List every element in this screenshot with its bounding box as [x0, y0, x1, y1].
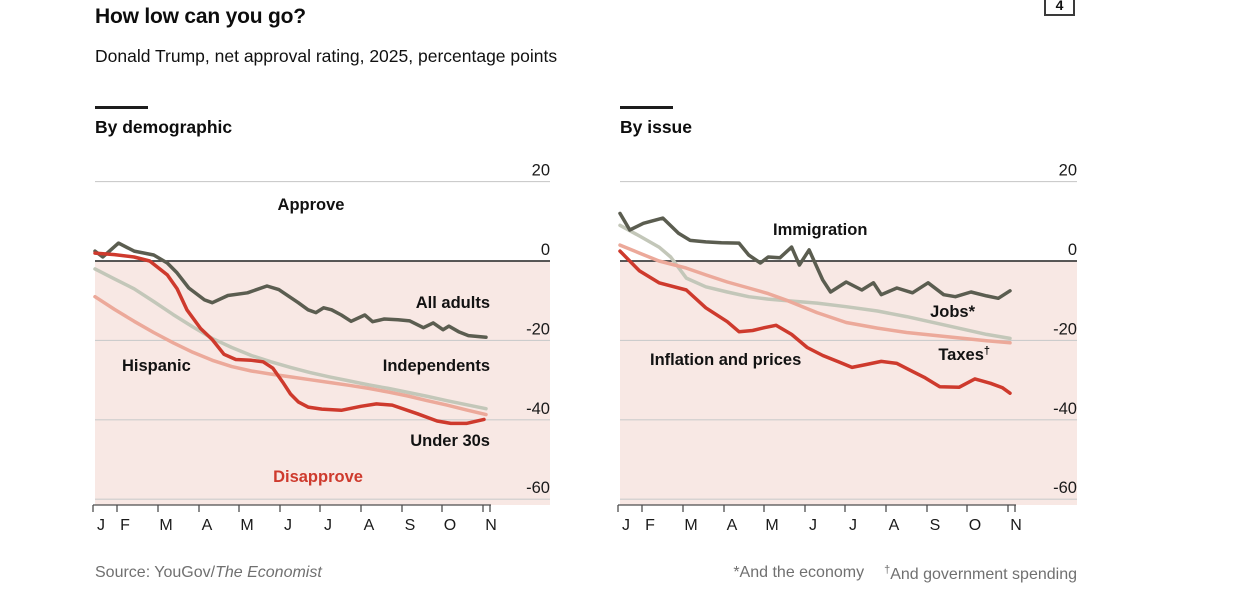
annotation-disapprove: Disapprove	[273, 468, 363, 486]
y-tick-label: -60	[526, 479, 550, 497]
annotation-approve: Approve	[277, 196, 345, 214]
month-label: A	[364, 517, 375, 534]
month-label: F	[120, 517, 130, 534]
series-label-under-30s: Under 30s	[410, 432, 490, 450]
footnotes: *And the economy †And government spendin…	[733, 564, 1077, 584]
series-label-immigration: Immigration	[773, 221, 868, 239]
series-label-all-adults: All adults	[415, 294, 490, 312]
month-label: M	[684, 517, 697, 534]
series-line	[618, 243, 1012, 345]
series-line	[618, 211, 1012, 301]
page-subtitle: Donald Trump, net approval rating, 2025,…	[95, 46, 558, 66]
month-label: M	[240, 517, 253, 534]
series-label-taxes-text: Taxes	[938, 346, 984, 364]
series-label-taxes: Taxes†	[938, 345, 990, 365]
y-tick-label: 0	[541, 241, 550, 259]
y-tick-label: -20	[1053, 320, 1077, 338]
y-tick-label: -60	[1053, 479, 1077, 497]
y-tick-label: 0	[1068, 241, 1077, 259]
month-label: A	[202, 517, 213, 534]
footnote-economy: *And the economy	[733, 564, 865, 581]
source-publication: The Economist	[215, 564, 322, 581]
month-label: A	[727, 517, 738, 534]
month-label: M	[159, 517, 172, 534]
dagger-icon: †	[983, 345, 990, 357]
series-line	[93, 267, 488, 411]
month-label: A	[889, 517, 900, 534]
series-label-jobs: Jobs*	[930, 303, 975, 321]
month-label: O	[969, 517, 981, 534]
series-line	[618, 223, 1012, 341]
month-label: F	[645, 517, 655, 534]
below-zero-band	[620, 261, 1077, 505]
chart-by-issue: 200-20-40-60J F M A M J J A S O N	[617, 162, 1077, 534]
source-note: Source: YouGov/The Economist	[95, 564, 322, 582]
month-label: J	[849, 517, 857, 534]
month-label: N	[485, 517, 497, 534]
panel-tick-left	[95, 106, 148, 109]
y-tick-label: 20	[1059, 162, 1077, 180]
panel-title-issue: By issue	[620, 117, 692, 137]
series-line	[93, 241, 488, 339]
dagger-icon: †	[884, 564, 891, 576]
footnote-spending: †And government spending	[884, 564, 1077, 584]
y-tick-label: 20	[532, 162, 550, 180]
series-line	[93, 294, 488, 417]
month-label: M	[765, 517, 778, 534]
panel-tick-right	[620, 106, 673, 109]
month-label: J	[324, 517, 332, 534]
y-tick-label: -40	[1053, 400, 1077, 418]
panel-title-demographic: By demographic	[95, 117, 233, 137]
series-line	[93, 251, 486, 426]
month-label: J	[284, 517, 292, 534]
source-prefix: Source: YouGov/	[95, 564, 216, 581]
chart-by-demographic: 200-20-40-60J F M A M J J A S O N	[92, 162, 550, 534]
month-label: J	[622, 517, 630, 534]
month-label: N	[1010, 517, 1022, 534]
month-label: S	[405, 517, 416, 534]
footnote-spending-text: And government spending	[890, 566, 1077, 583]
month-label: J	[809, 517, 817, 534]
y-tick-label: -20	[526, 320, 550, 338]
month-label: O	[444, 517, 456, 534]
series-line	[618, 249, 1012, 395]
y-tick-label: -40	[526, 400, 550, 418]
page-title: How low can you go?	[95, 5, 306, 28]
series-label-hispanic: Hispanic	[122, 357, 191, 375]
month-label: J	[97, 517, 105, 534]
series-label-inflation: Inflation and prices	[650, 351, 802, 369]
page-number-badge: 4	[1044, 0, 1075, 16]
series-label-independents: Independents	[382, 357, 490, 375]
month-label: S	[930, 517, 941, 534]
